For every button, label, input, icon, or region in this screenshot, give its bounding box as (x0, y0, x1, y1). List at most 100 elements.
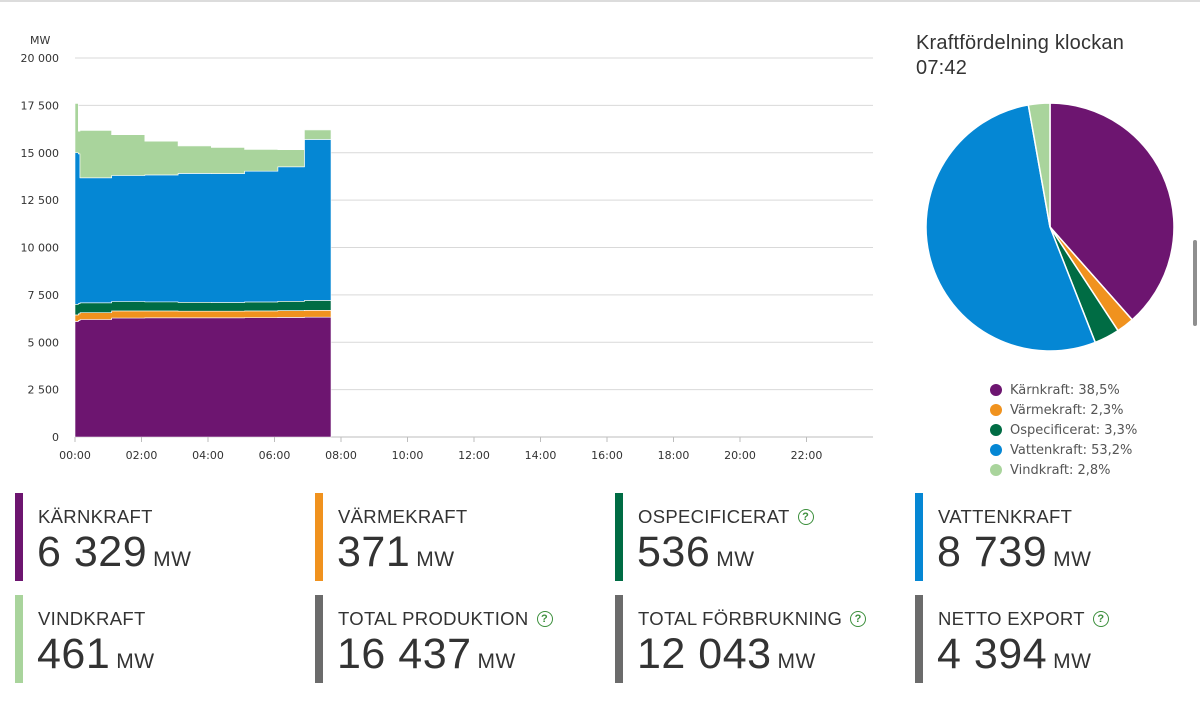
x-tick-label: 14:00 (525, 449, 557, 462)
question-mark-circle-icon[interactable]: ? (797, 509, 814, 525)
pie-title: Kraftfördelning klockan 07:42 (916, 31, 1186, 81)
legend-dot-icon (990, 444, 1002, 456)
stat-netto-export: NETTO EXPORT? 4 394 MW (915, 595, 1200, 683)
legend-dot-icon (990, 424, 1002, 436)
legend-item-ospecificerat[interactable]: Ospecificerat: 3,3% (990, 420, 1137, 440)
x-tick-label: 20:00 (724, 449, 756, 462)
legend-label: Kärnkraft: 38,5% (1010, 382, 1120, 398)
stat-label-text: TOTAL FÖRBRUKNING (638, 608, 843, 629)
x-tick-label: 04:00 (192, 449, 224, 462)
stat-number: 8 739 (937, 528, 1048, 576)
stat-number: 6 329 (37, 528, 148, 576)
stat-label: TOTAL FÖRBRUKNING? (638, 608, 867, 630)
pie-slice-kärnkraft (1049, 102, 1175, 321)
stat-color-bar (615, 493, 623, 581)
stat-unit: MW (116, 650, 155, 673)
stat-unit: MW (1053, 548, 1092, 571)
legend-item-varmekraft[interactable]: Värmekraft: 2,3% (990, 400, 1137, 420)
y-tick-label: 5 000 (28, 336, 60, 349)
stat-label-text: OSPECIFICERAT (638, 506, 790, 527)
stat-unit: MW (716, 548, 755, 571)
x-tick-label: 12:00 (458, 449, 490, 462)
production-area-chart[interactable]: 0 2 500 5 000 7 500 10 000 12 500 15 000 17 500… (0, 20, 890, 470)
stat-value: 536 MW (637, 528, 755, 577)
scrollbar-thumb[interactable] (1193, 240, 1197, 326)
stat-value: 12 043 MW (637, 630, 816, 679)
y-tick-label: 20 000 (21, 52, 60, 65)
y-tick-label: 2 500 (28, 384, 60, 397)
stat-label-text: VINDKRAFT (38, 608, 146, 629)
stat-label: NETTO EXPORT? (938, 608, 1109, 630)
stat-label-text: KÄRNKRAFT (38, 506, 153, 527)
stat-unit: MW (153, 548, 192, 571)
stat-number: 12 043 (637, 630, 772, 678)
x-tick-label: 18:00 (658, 449, 690, 462)
x-tick-label: 00:00 (59, 449, 91, 462)
question-mark-circle-icon[interactable]: ? (1092, 611, 1109, 627)
legend-item-karnkraft[interactable]: Kärnkraft: 38,5% (990, 380, 1137, 400)
question-mark-circle-icon[interactable]: ? (536, 611, 553, 627)
stat-vindkraft: VINDKRAFT 461 MW (15, 595, 305, 683)
stat-number: 536 (637, 528, 711, 576)
stat-unit: MW (1053, 650, 1092, 673)
y-tick-label: 10 000 (21, 242, 60, 255)
pie-slice-vattenkraft (925, 104, 1097, 352)
stat-label-text: NETTO EXPORT (938, 608, 1085, 629)
stat-value: 8 739 MW (937, 528, 1091, 577)
stat-value: 371 MW (337, 528, 455, 577)
pie-slice-vindkraft (1027, 102, 1051, 228)
stat-value: 16 437 MW (337, 630, 516, 679)
y-tick-label: 12 500 (21, 194, 60, 207)
stat-color-bar (15, 595, 23, 683)
y-tick-label: 17 500 (21, 99, 60, 112)
stat-unit: MW (416, 548, 455, 571)
stat-label: OSPECIFICERAT? (638, 506, 814, 528)
x-tick-label: 22:00 (791, 449, 823, 462)
legend-item-vattenkraft[interactable]: Vattenkraft: 53,2% (990, 440, 1137, 460)
legend-item-vindkraft[interactable]: Vindkraft: 2,8% (990, 460, 1137, 480)
stat-total-produktion: TOTAL PRODUKTION? 16 437 MW (315, 595, 605, 683)
pie-legend: Kärnkraft: 38,5% Värmekraft: 2,3% Ospeci… (990, 380, 1137, 480)
stat-label-text: VÄRMEKRAFT (338, 506, 468, 527)
question-mark-circle-icon[interactable]: ? (850, 611, 867, 627)
stat-number: 16 437 (337, 630, 472, 678)
stat-color-bar (315, 595, 323, 683)
area-series-vindkraft (74, 103, 332, 179)
stat-number: 4 394 (937, 630, 1048, 678)
stat-value: 4 394 MW (937, 630, 1091, 679)
x-tick-label: 16:00 (591, 449, 623, 462)
y-tick-label: 0 (52, 431, 59, 444)
y-axis-unit-label: MW (30, 34, 50, 47)
power-distribution-pie-chart[interactable] (925, 102, 1175, 352)
stat-label: VATTENKRAFT (938, 506, 1072, 528)
stat-label: VÄRMEKRAFT (338, 506, 467, 528)
stat-unit: MW (477, 650, 516, 673)
stat-varmekraft: VÄRMEKRAFT 371 MW (315, 493, 605, 581)
stat-color-bar (15, 493, 23, 581)
y-tick-label: 15 000 (21, 147, 60, 160)
top-divider (0, 0, 1200, 2)
legend-dot-icon (990, 464, 1002, 476)
stat-color-bar (615, 595, 623, 683)
legend-dot-icon (990, 384, 1002, 396)
stat-color-bar (315, 493, 323, 581)
stat-color-bar (915, 493, 923, 581)
stat-number: 461 (37, 630, 111, 678)
stat-color-bar (915, 595, 923, 683)
stat-ospecificerat: OSPECIFICERAT? 536 MW (615, 493, 905, 581)
legend-label: Värmekraft: 2,3% (1010, 402, 1124, 418)
pie-title-time: 07:42 (916, 57, 968, 79)
x-tick-label: 10:00 (392, 449, 424, 462)
stat-number: 371 (337, 528, 411, 576)
legend-label: Ospecificerat: 3,3% (1010, 422, 1138, 438)
stat-label: VINDKRAFT (38, 608, 146, 630)
stat-unit: MW (777, 650, 816, 673)
stat-total-forbrukning: TOTAL FÖRBRUKNING? 12 043 MW (615, 595, 905, 683)
legend-label: Vattenkraft: 53,2% (1010, 442, 1133, 458)
legend-dot-icon (990, 404, 1002, 416)
x-tick-label: 02:00 (126, 449, 158, 462)
stat-label-text: TOTAL PRODUKTION (338, 608, 529, 629)
y-tick-label: 7 500 (28, 289, 60, 302)
stat-value: 6 329 MW (37, 528, 191, 577)
stat-label-text: VATTENKRAFT (938, 506, 1073, 527)
